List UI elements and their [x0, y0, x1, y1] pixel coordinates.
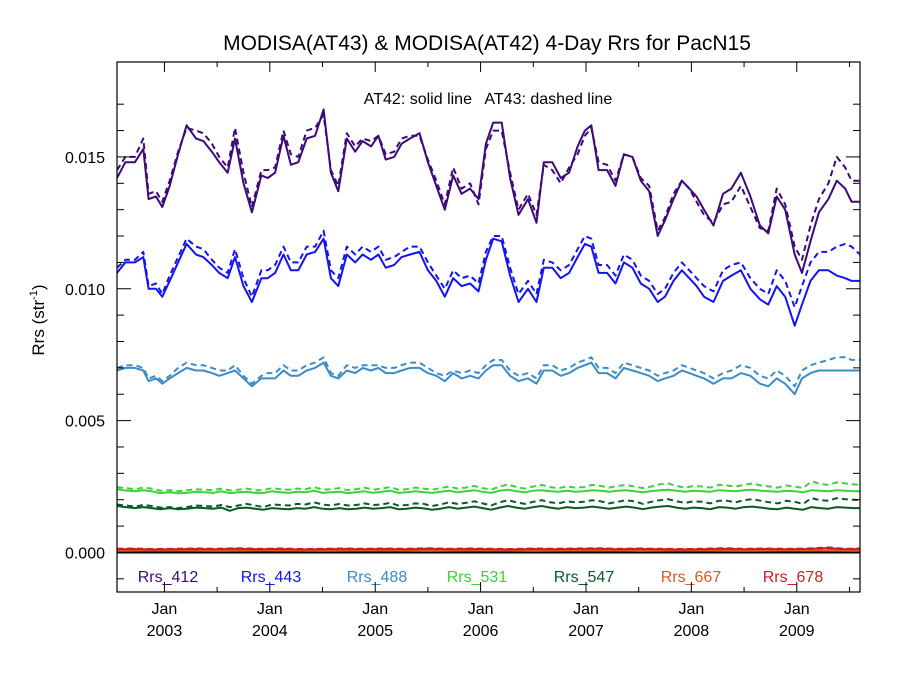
y-tick-label: 0.010 [65, 282, 105, 299]
legend-rrs-443: Rrs_443 [241, 569, 302, 586]
x-tick-month: Jan [257, 601, 283, 618]
rrs-531-at42-line [117, 488, 860, 495]
rrs-547-at42-line [117, 505, 860, 512]
x-tick-month: Jan [152, 601, 178, 618]
x-tick-year: 2004 [252, 623, 288, 640]
rrs-678-at42-line [117, 547, 860, 551]
legend-rrs-667: Rrs_667 [661, 569, 722, 586]
chart-annotation: AT42: solid line AT43: dashed line [364, 91, 613, 108]
chart-title: MODISA(AT43) & MODISA(AT42) 4-Day Rrs fo… [223, 32, 751, 55]
rrs-488-at42-line [117, 361, 860, 396]
rrs-488-at43-line [117, 356, 860, 388]
x-tick-month: Jan [784, 601, 810, 618]
axes: 0.000 0.005 0.010 0.015 Jan 2003 Jan 2004 Jan 200… [65, 62, 860, 640]
x-tick-year: 2009 [779, 623, 815, 640]
y-tick-label: 0.000 [65, 545, 105, 562]
x-tick-month: Jan [468, 601, 494, 618]
rrs-547-at43-line [117, 497, 860, 510]
x-tick-year: 2008 [674, 623, 710, 640]
x-tick-month: Jan [573, 601, 599, 618]
legend-rrs-488: Rrs_488 [347, 569, 408, 586]
rrs-443-at43-line [117, 229, 860, 309]
x-tick-year: 2007 [568, 623, 604, 640]
plot-frame [116, 61, 861, 593]
x-tick-month: Jan [362, 601, 388, 618]
legend-rrs-547: Rrs_547 [554, 569, 615, 586]
x-tick-year: 2005 [357, 623, 393, 640]
x-tick-month: Jan [678, 601, 704, 618]
rrs-443-at42-line [117, 237, 860, 327]
x-tick-year: 2006 [463, 623, 499, 640]
y-tick-label: 0.015 [65, 150, 105, 167]
rrs-412-at42-line [117, 108, 860, 274]
series-layer [117, 108, 860, 552]
legend-rrs-678: Rrs_678 [763, 569, 824, 586]
legend-rrs-531: Rrs_531 [447, 569, 508, 586]
y-tick-label: 0.005 [65, 414, 105, 431]
legend-rrs-412: Rrs_412 [138, 569, 199, 586]
rrs-531-at43-line [117, 480, 860, 493]
y-axis-label: Rrs (str-1) [28, 284, 48, 355]
x-tick-year: 2003 [147, 623, 183, 640]
legend: Rrs_412 Rrs_443 Rrs_488 Rrs_531 Rrs_547 Rrs_6… [138, 569, 824, 586]
